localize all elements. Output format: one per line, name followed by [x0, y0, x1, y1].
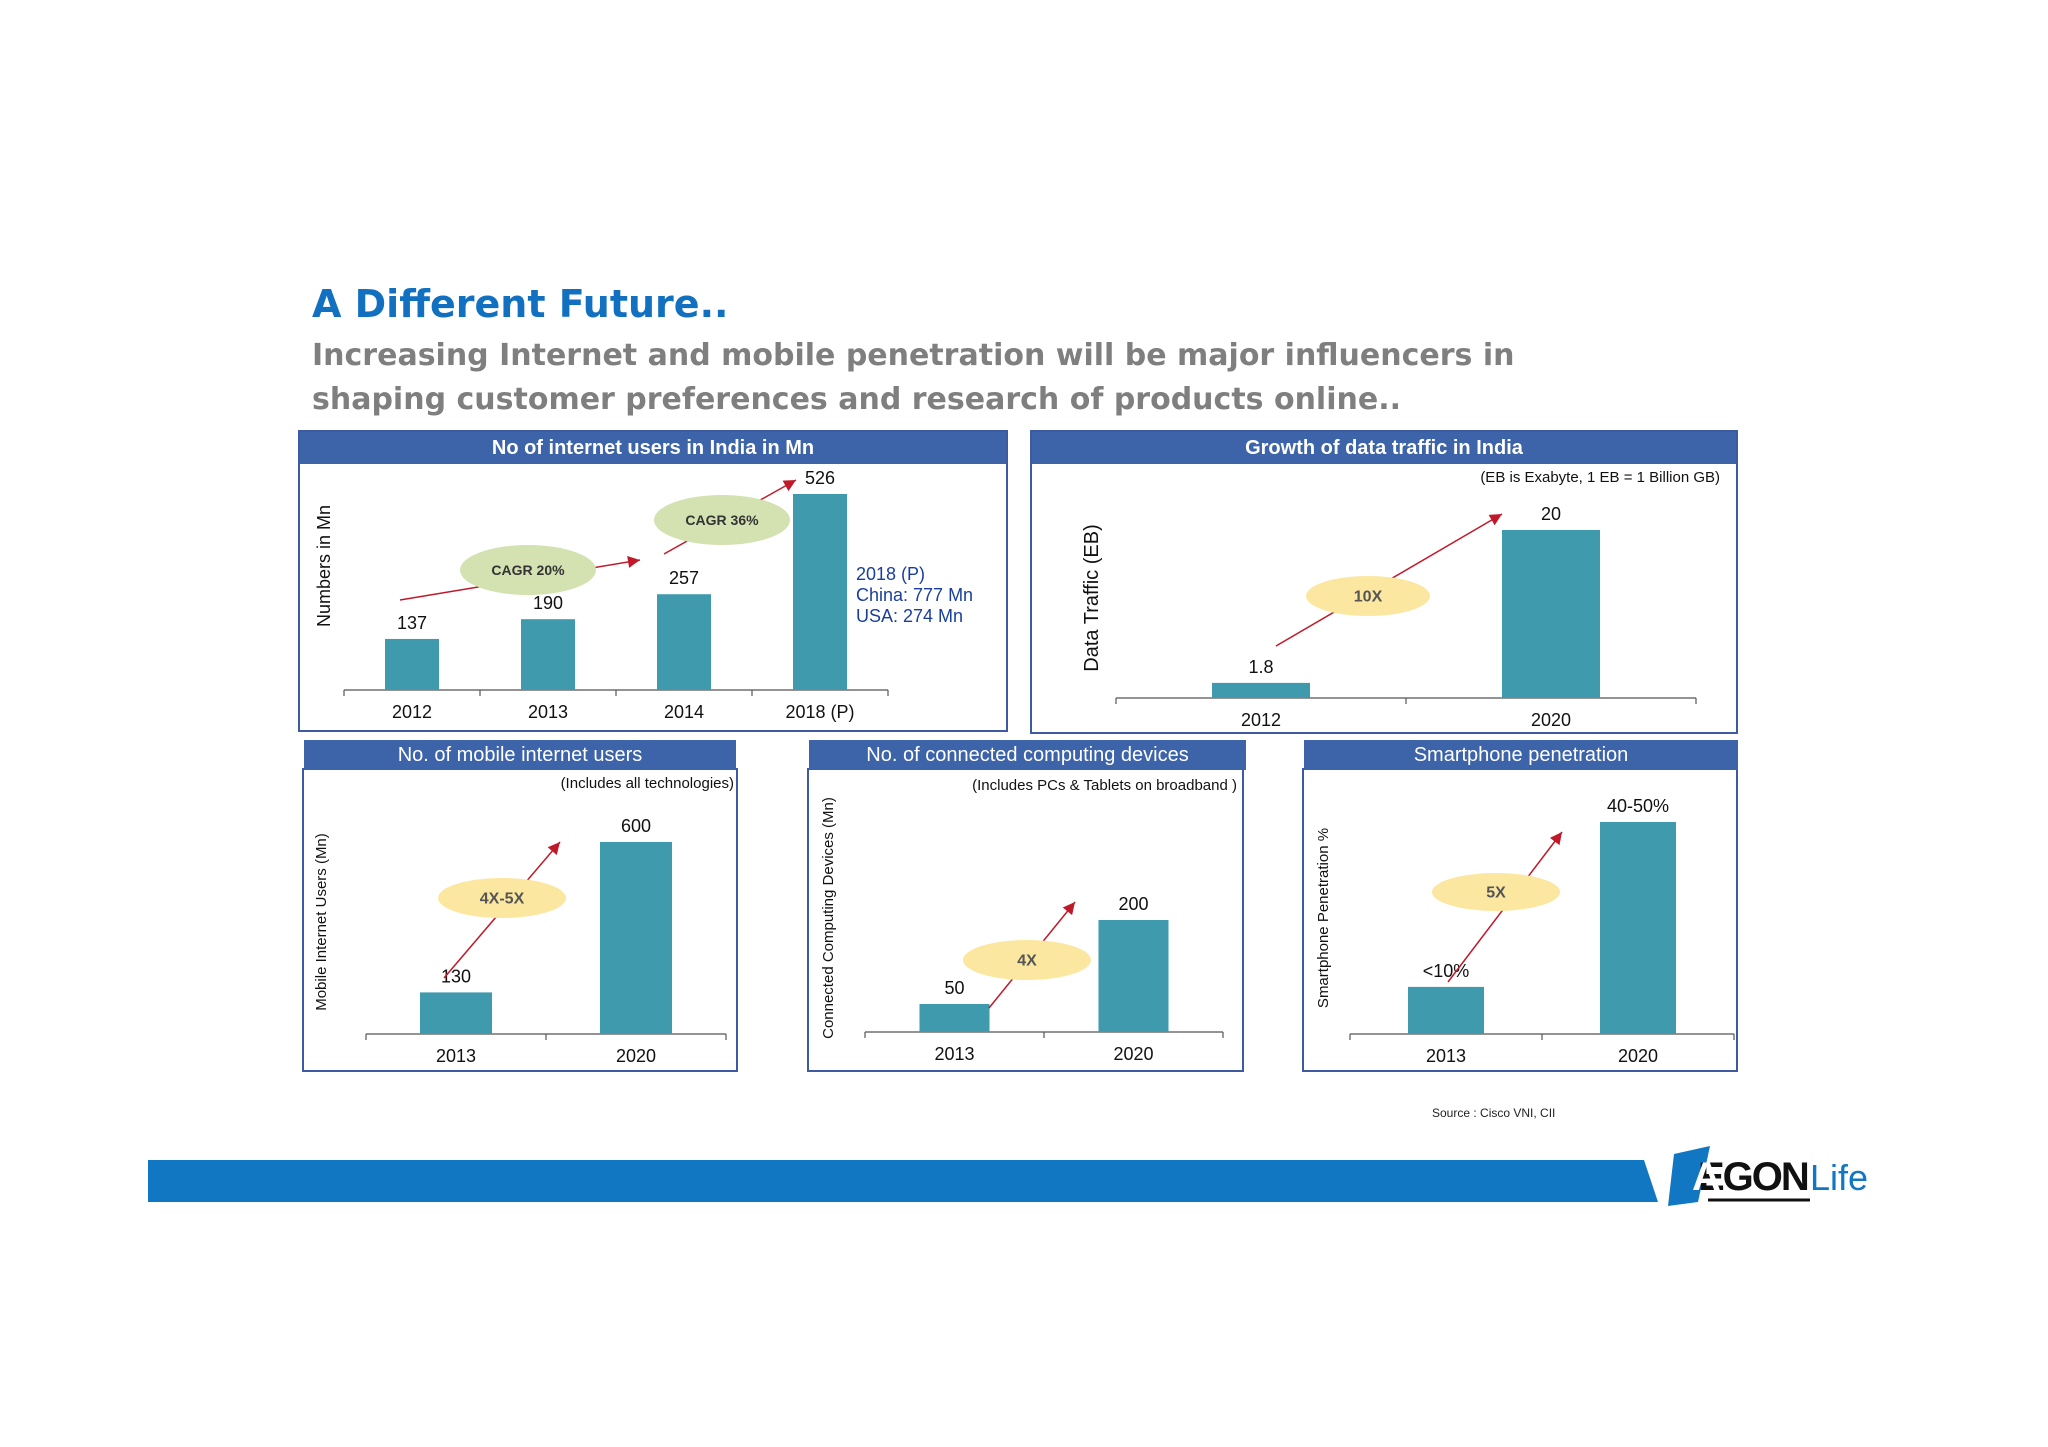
bar [1502, 530, 1600, 698]
chart-panel-computing-devices: 50 2013 200 2020 Connected Computing Devices… [807, 768, 1244, 1072]
multiplier-badge [1432, 873, 1560, 911]
bar [385, 638, 439, 690]
chart-note: 2018 (P) [856, 564, 925, 584]
x-tick-label: 2012 [1241, 710, 1281, 730]
x-tick-label: 2013 [934, 1044, 974, 1064]
chart-title: Smartphone penetration [1304, 740, 1738, 770]
multiplier-label: 10X [1354, 589, 1383, 606]
arrow-head [1062, 902, 1075, 916]
y-axis-label: Mobile Internet Users (Mn) [313, 833, 330, 1011]
multiplier-label: CAGR 36% [685, 512, 759, 528]
bar [1600, 822, 1676, 1034]
multiplier-badge [438, 878, 566, 918]
bar-value-label: 257 [669, 568, 699, 588]
page-subtitle: Increasing Internet and mobile penetrati… [312, 338, 1515, 417]
chart-note: China: 777 Mn [856, 585, 973, 605]
bar-value-label: 137 [397, 613, 427, 633]
chart-title: No. of connected computing devices [809, 740, 1246, 770]
x-tick-label: 2013 [528, 702, 568, 722]
bar-value-label: 20 [1541, 504, 1561, 524]
bar [1098, 920, 1169, 1032]
multiplier-badge [460, 545, 596, 595]
bar [793, 494, 847, 690]
x-tick-label: 2020 [1618, 1046, 1658, 1066]
bar-value-label: 190 [533, 593, 563, 613]
bar [657, 594, 711, 690]
x-tick-label: 2013 [436, 1046, 476, 1066]
y-axis-label: Smartphone Penetration % [1315, 828, 1332, 1008]
multiplier-badge [654, 495, 790, 545]
x-tick-label: 2018 (P) [785, 702, 854, 722]
bar [1212, 682, 1310, 698]
chart-internet-users: 137 2012 190 2013 257 2014 526 2018 (P) Numbers … [314, 468, 973, 722]
bar [919, 1004, 990, 1032]
x-tick-label: 2014 [664, 702, 704, 722]
bar-value-label: 40-50% [1607, 796, 1669, 816]
x-tick-label: 2012 [392, 702, 432, 722]
chart-panel-mobile-users: 130 2013 600 2020 Mobile Internet Users (Mn)… [302, 768, 738, 1072]
bar [521, 619, 575, 690]
arrow-head [547, 842, 560, 856]
bar [600, 842, 672, 1034]
chart-mobile-users: 130 2013 600 2020 Mobile Internet Users (Mn)… [313, 775, 734, 1066]
bar-value-label: 1.8 [1248, 657, 1273, 677]
arrow-head [1549, 832, 1562, 846]
bar-value-label: 200 [1118, 894, 1148, 914]
multiplier-label: 4X [1017, 953, 1037, 970]
y-axis-label: Connected Computing Devices (Mn) [820, 797, 837, 1039]
bar [1408, 986, 1484, 1034]
bar-value-label: 600 [621, 816, 651, 836]
chart-subtitle: (Includes all technologies) [561, 775, 734, 792]
svg-text:EGON: EGON [1698, 1155, 1808, 1199]
chart-panel-data-traffic: Growth of data traffic in India 1.8 2012 2… [1030, 430, 1738, 734]
x-tick-label: 2020 [1113, 1044, 1153, 1064]
bar-value-label: 130 [441, 966, 471, 986]
multiplier-label: 4X-5X [480, 891, 525, 908]
x-tick-label: 2020 [1531, 710, 1571, 730]
x-tick-label: 2020 [616, 1046, 656, 1066]
bar-value-label: <10% [1423, 961, 1470, 981]
page-title: A Different Future.. [312, 282, 729, 326]
chart-panel-smartphone: <10% 2013 40-50% 2020 Smartphone Penetration… [1302, 768, 1738, 1072]
svg-text:Life: Life [1810, 1157, 1868, 1198]
chart-smartphone-penetration: <10% 2013 40-50% 2020 Smartphone Penetration… [1315, 796, 1735, 1066]
y-axis-label: Numbers in Mn [314, 505, 334, 627]
chart-computing-devices: 50 2013 200 2020 Connected Computing Devices… [820, 777, 1237, 1064]
footer-bar [148, 1160, 1658, 1202]
multiplier-label: 5X [1486, 885, 1506, 902]
bar [420, 992, 492, 1034]
chart-title: No. of mobile internet users [304, 740, 736, 770]
arrow-head [782, 480, 796, 492]
chart-subtitle: (EB is Exabyte, 1 EB = 1 Billion GB) [1480, 469, 1720, 486]
arrow-head [1488, 514, 1502, 526]
aegon-life-logo: EGON A Life [1668, 1146, 1868, 1206]
chart-title: No of internet users in India in Mn [300, 432, 1006, 464]
chart-note: USA: 274 Mn [856, 606, 963, 626]
multiplier-label: CAGR 20% [491, 562, 565, 578]
bar-value-label: 526 [805, 468, 835, 488]
chart-subtitle: (Includes PCs & Tablets on broadband ) [972, 777, 1237, 794]
x-tick-label: 2013 [1426, 1046, 1466, 1066]
multiplier-badge [1306, 576, 1430, 616]
chart-panel-internet-users: No of internet users in India in Mn 137 2… [298, 430, 1008, 732]
chart-title: Growth of data traffic in India [1032, 432, 1736, 464]
multiplier-badge [963, 940, 1091, 980]
y-axis-label: Data Traffic (EB) [1081, 524, 1103, 671]
bar-value-label: 50 [944, 978, 964, 998]
arrow-head [627, 556, 640, 568]
svg-text:A: A [1692, 1155, 1721, 1199]
source-note: Source : Cisco VNI, CII [1432, 1106, 1556, 1120]
